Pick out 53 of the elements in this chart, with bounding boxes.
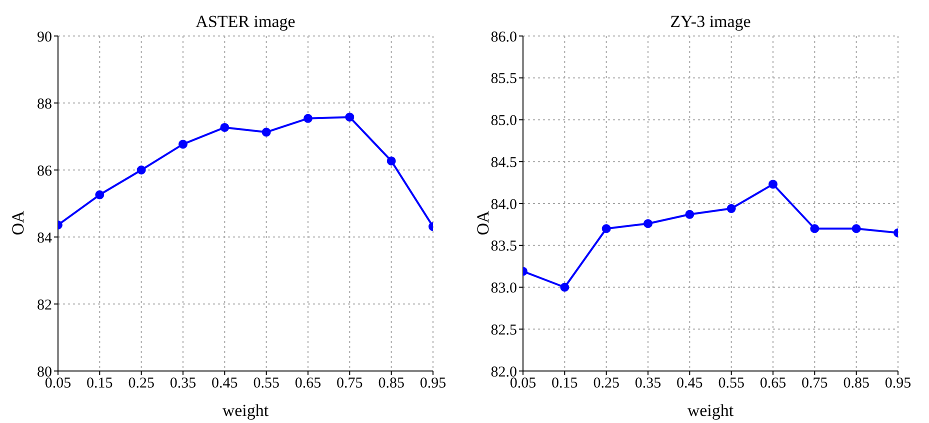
point — [136, 166, 146, 174]
point — [220, 122, 230, 132]
point — [685, 210, 694, 219]
y-tick-label: 90 — [37, 29, 52, 46]
y-tick-label: 86.0 — [490, 29, 517, 46]
x-tick-label: 0.45 — [212, 376, 238, 392]
x-tick-label: 0.55 — [253, 376, 280, 392]
x-tick-label: 0.85 — [843, 376, 870, 392]
x-tick-label: 0.15 — [552, 376, 578, 392]
chart-title: ASTER image — [194, 12, 296, 32]
chart-title: ZY-3 image — [669, 12, 752, 32]
x-tick-label: 0.45 — [676, 376, 703, 392]
point — [726, 204, 736, 214]
y-tick-label: 83.5 — [490, 238, 517, 255]
x-axis-title: weight — [221, 401, 270, 420]
point — [262, 128, 271, 137]
x-tick-label: 0.85 — [378, 376, 404, 392]
point — [810, 224, 820, 234]
x-tick-label: 0.35 — [170, 376, 196, 392]
y-tick-label: 88 — [37, 96, 52, 112]
y-tick-label: 84.0 — [490, 196, 517, 213]
point — [644, 219, 652, 228]
x-tick-label: 0.75 — [336, 376, 363, 392]
y-tick-label: 83.0 — [490, 280, 517, 297]
point — [178, 140, 188, 149]
y-axis-title: OA — [8, 210, 28, 236]
y-tick-label: 82.5 — [490, 322, 517, 338]
point — [95, 190, 104, 200]
point — [386, 156, 396, 166]
point — [304, 114, 312, 123]
point — [768, 180, 778, 189]
y-tick-label: 84.5 — [490, 154, 517, 171]
x-tick-label: 0.35 — [634, 376, 662, 392]
x-tick-label: 0.55 — [718, 376, 744, 392]
x-axis-title: weight — [686, 401, 735, 420]
y-tick-label: 82 — [37, 297, 52, 314]
x-tick-label: 0.25 — [593, 376, 620, 392]
y-tick-label: 85.0 — [490, 113, 517, 130]
x-tick-label: 0.15 — [86, 376, 113, 392]
x-tick-label: 0.65 — [294, 376, 322, 392]
x-tick-label: 0.95 — [420, 376, 446, 392]
x-tick-label: 0.65 — [760, 376, 786, 392]
point — [560, 282, 570, 292]
point — [345, 112, 354, 122]
point — [602, 224, 611, 234]
x-tick-label: 0.25 — [128, 376, 154, 392]
x-tick-label: 0.75 — [802, 376, 828, 392]
x-tick-label: 0.95 — [884, 376, 912, 392]
point — [852, 224, 861, 234]
y-axis-title: OA — [473, 210, 494, 236]
y-tick-label: 85.5 — [490, 71, 517, 88]
y-tick-label: 84 — [37, 230, 52, 246]
y-tick-label: 86 — [37, 163, 52, 180]
